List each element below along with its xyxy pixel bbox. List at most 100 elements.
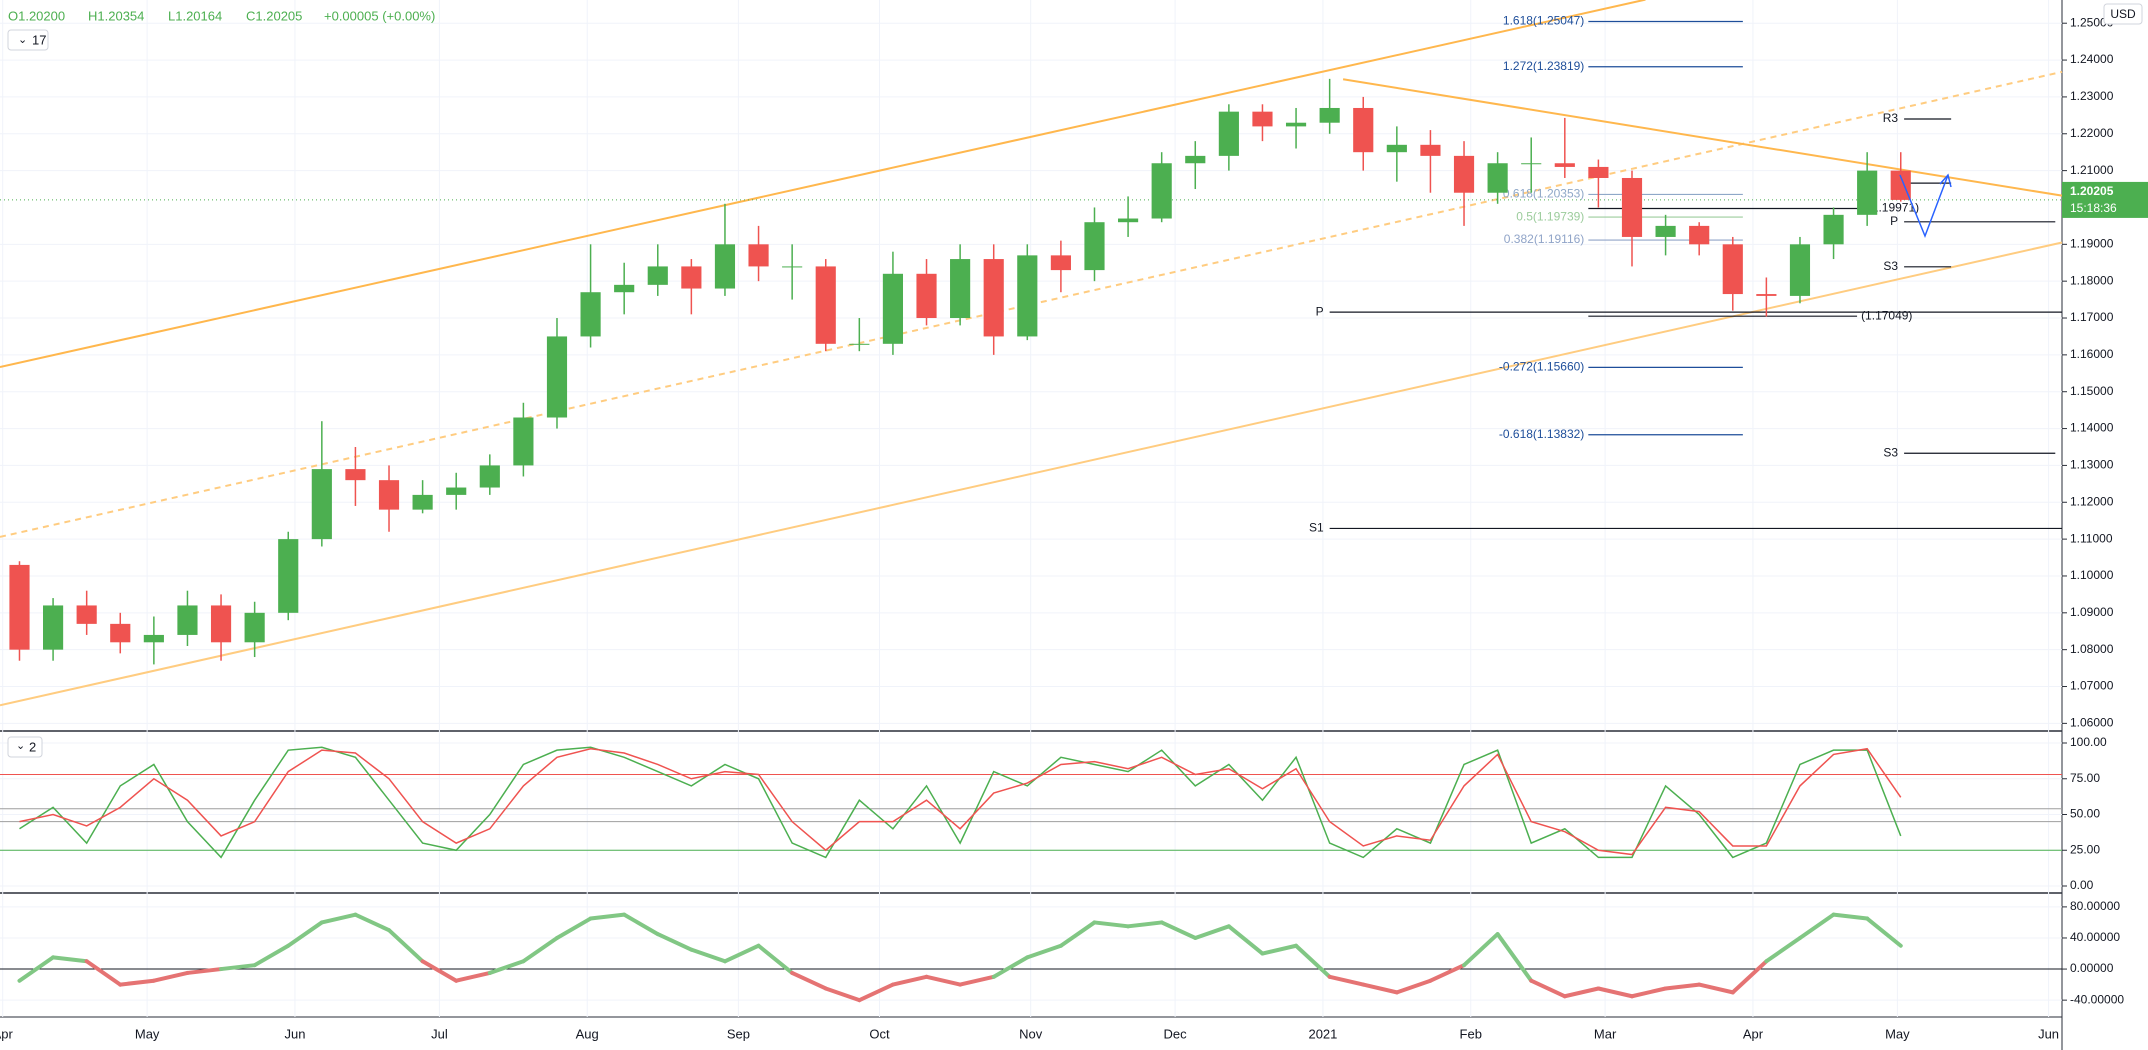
oscillator-segment xyxy=(1797,912,1836,940)
candle-body xyxy=(1319,107,1340,123)
stoch-badge-text: 2 xyxy=(29,739,36,754)
projection-arrow-head xyxy=(1939,173,1952,188)
candle-body xyxy=(378,480,400,510)
candle-body xyxy=(647,266,668,285)
candle-body xyxy=(1487,163,1508,193)
legend-close: C1.20205 xyxy=(246,8,302,23)
candle-body xyxy=(983,259,1004,337)
candle-body xyxy=(580,292,601,337)
candle-body xyxy=(546,336,568,418)
oscillator-segment xyxy=(1361,982,1399,995)
oscillator-segment xyxy=(118,978,156,987)
oscillator-segment xyxy=(1294,943,1332,979)
candle-body xyxy=(815,266,836,344)
y-tick-label: 50.00 xyxy=(2070,807,2100,821)
oscillator-segment xyxy=(1025,943,1063,960)
x-tick-label: Dec xyxy=(1164,1026,1188,1041)
oscillator-segment xyxy=(1831,912,1870,921)
oscillator-segment xyxy=(756,943,795,975)
y-tick-label: 80.00000 xyxy=(2070,899,2120,913)
y-tick-label: 100.00 xyxy=(2070,735,2107,749)
y-tick-label: 40.00000 xyxy=(2070,930,2120,944)
oscillator-segment xyxy=(857,982,895,1003)
oscillator-segment xyxy=(554,916,593,940)
stoch-line xyxy=(19,747,1902,856)
x-tick-label: Aug xyxy=(576,1026,599,1041)
stoch-badge[interactable] xyxy=(7,736,43,758)
pivot-label: P xyxy=(1890,214,1898,228)
oscillator-segment xyxy=(185,967,224,975)
x-tick-label: Apr xyxy=(1743,1026,1764,1041)
pivot-label: S3 xyxy=(1883,445,1898,459)
candle-body xyxy=(1453,155,1475,193)
interval-badge[interactable] xyxy=(7,29,49,51)
oscillator-segment xyxy=(1428,963,1467,983)
candle-body xyxy=(1118,218,1139,223)
candle-body xyxy=(748,244,769,267)
candle-body xyxy=(210,605,232,643)
x-tick-label: Feb xyxy=(1460,1026,1482,1041)
pivot-label: P xyxy=(1316,304,1324,318)
oscillator-segment xyxy=(1462,932,1500,968)
y-tick-label: 1.16000 xyxy=(2070,347,2114,361)
candle-body xyxy=(278,539,299,613)
oscillator-segment xyxy=(219,963,257,972)
currency-label: USD xyxy=(2110,7,2136,21)
candle-body xyxy=(1890,170,1911,200)
candle-body xyxy=(1050,255,1071,271)
oscillator-segment xyxy=(521,935,559,964)
y-tick-label: 1.24000 xyxy=(2070,52,2114,66)
oscillator-segment xyxy=(286,920,324,948)
trendline xyxy=(0,0,1646,369)
candle-body xyxy=(1151,163,1172,219)
projection-arrow xyxy=(1899,174,1949,239)
oscillator-segment xyxy=(1495,932,1534,983)
oscillator-segment xyxy=(1226,924,1265,956)
candle-body xyxy=(849,343,870,345)
x-tick-label: Jun xyxy=(284,1026,305,1041)
level-label: (1.17049) xyxy=(1861,308,1912,322)
oscillator-segment xyxy=(1126,920,1164,929)
x-tick-label: Mar xyxy=(1594,1026,1617,1041)
oscillator-segment xyxy=(958,974,996,987)
y-tick-label: 1.15000 xyxy=(2070,384,2114,398)
candle-body xyxy=(479,465,500,488)
oscillator-segment xyxy=(1159,920,1198,940)
candle-body xyxy=(1017,255,1038,337)
oscillator-segment xyxy=(991,955,1030,979)
oscillator-segment xyxy=(588,912,627,921)
oscillator-segment xyxy=(1629,986,1668,999)
currency-badge[interactable] xyxy=(2103,3,2143,25)
y-tick-label: 1.07000 xyxy=(2070,679,2114,693)
oscillator-segment xyxy=(51,955,89,964)
y-tick-label: 1.18000 xyxy=(2070,273,2114,287)
y-tick-label: 1.23000 xyxy=(2070,89,2114,103)
candle-body xyxy=(681,266,702,289)
candle-body xyxy=(9,564,30,650)
y-tick-label: 0.00000 xyxy=(2070,961,2114,975)
oscillator-segment xyxy=(1529,978,1567,999)
oscillator-segment xyxy=(1193,924,1231,940)
x-tick-label: Sep xyxy=(727,1026,750,1041)
candle-body xyxy=(1621,177,1643,237)
candle-body xyxy=(1185,155,1206,164)
candle-body xyxy=(1252,111,1273,127)
candle-body xyxy=(950,259,971,319)
x-tick-label: Oct xyxy=(869,1026,890,1041)
fib-label: 1.272(1.23819) xyxy=(1503,59,1584,73)
candle-body xyxy=(1857,170,1878,215)
candle-body xyxy=(1588,166,1609,178)
interval-badge-text: 17 xyxy=(32,32,46,47)
y-tick-label: 1.17000 xyxy=(2070,310,2114,324)
oscillator-segment xyxy=(622,912,660,937)
candle-body xyxy=(1386,144,1407,153)
y-tick-label: 1.06000 xyxy=(2070,716,2114,730)
x-tick-label: May xyxy=(1885,1026,1910,1041)
oscillator-segment xyxy=(1730,959,1769,995)
y-tick-label: 1.11000 xyxy=(2070,531,2113,545)
level-label: (1.19971) xyxy=(1868,201,1919,215)
legend-low: L1.20164 xyxy=(168,8,222,23)
candle-body xyxy=(1689,225,1710,245)
fib-label: 0.618(1.20353) xyxy=(1503,187,1584,201)
